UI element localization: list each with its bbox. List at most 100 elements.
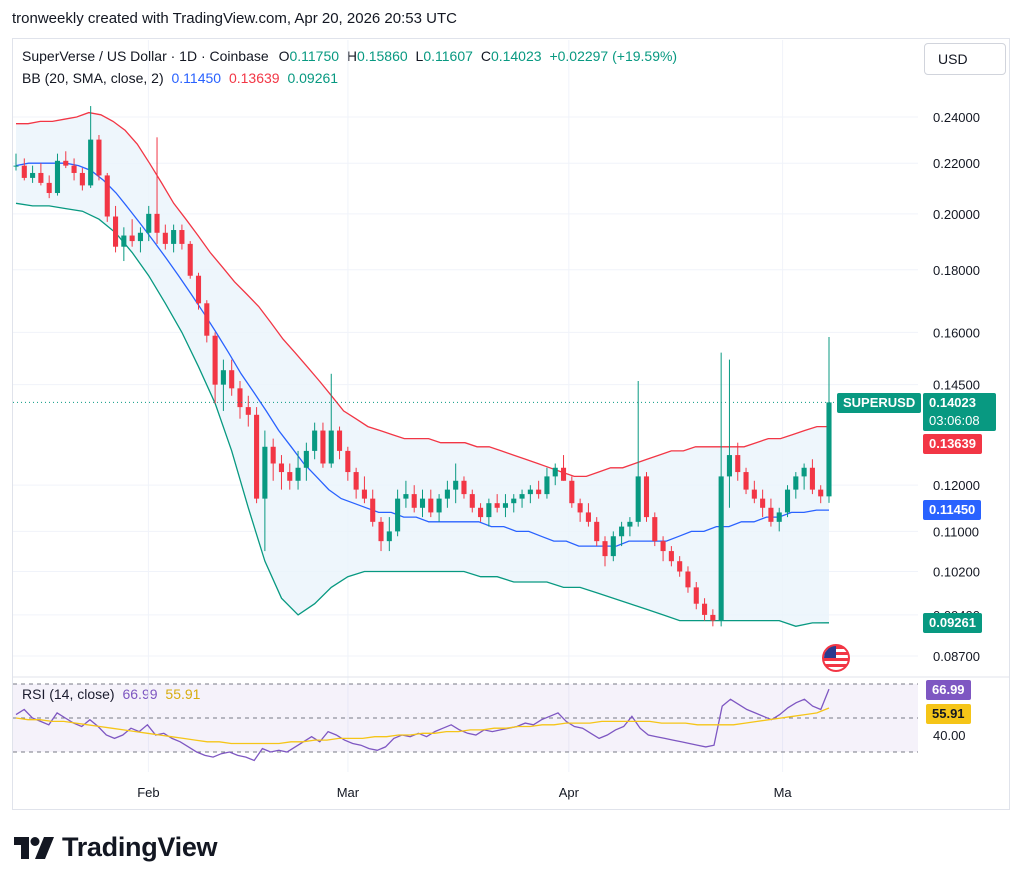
symbol-name[interactable]: SuperVerse / US Dollar · 1D · Coinbase [22, 48, 269, 64]
candle [146, 205, 152, 242]
candle [569, 476, 575, 508]
candle-body [79, 172, 85, 186]
candle-body [270, 446, 276, 464]
rsi-ma-value: 55.91 [165, 686, 201, 702]
candle-body [220, 370, 226, 385]
candle [801, 463, 807, 490]
low-value: 0.11607 [423, 48, 473, 64]
candle-body [685, 571, 691, 588]
last-price-value: 0.14023 [929, 395, 976, 410]
currency-button[interactable]: USD [924, 43, 1006, 75]
candle [287, 463, 293, 490]
candle [668, 546, 674, 567]
brand-name: TradingView [62, 832, 218, 862]
candle-body [121, 235, 127, 247]
price-tick-label: 0.10200 [933, 565, 980, 580]
candle [96, 135, 102, 181]
tradingview-logo[interactable]: TradingView [14, 832, 218, 863]
candle [328, 373, 334, 468]
candle-body [702, 603, 708, 615]
candle [21, 158, 27, 181]
rsi-label: RSI (14, close) [22, 686, 115, 702]
candle [428, 489, 434, 518]
bb-legend[interactable]: BB (20, SMA, close, 2) 0.11450 0.13639 0… [22, 70, 338, 86]
bb-basis-value: 0.11450 [171, 70, 222, 86]
change-value: +0.02297 (+19.59%) [549, 48, 678, 64]
candle-body [552, 467, 558, 477]
candle-body [718, 476, 724, 621]
candle [278, 455, 285, 490]
candle-body [610, 536, 616, 557]
candle-body [793, 476, 799, 490]
candle [79, 168, 85, 191]
candle [677, 556, 683, 577]
candle-body [30, 172, 36, 178]
candle [436, 494, 442, 522]
bb-upper-line [16, 111, 829, 478]
candle [760, 489, 766, 518]
candle-body [345, 450, 351, 473]
us-flag-icon[interactable] [822, 644, 850, 672]
candle [13, 153, 19, 171]
countdown-value: 03:06:08 [929, 413, 980, 428]
candle-body [760, 498, 766, 508]
candle [237, 381, 243, 419]
candle [660, 536, 666, 562]
price-tick-label: 0.12000 [933, 478, 980, 493]
candle-body [577, 503, 583, 513]
candle [610, 531, 616, 562]
bb-basis-tag: 0.11450 [923, 500, 982, 520]
candle-body [502, 503, 509, 508]
candle [527, 485, 533, 504]
candle-body [635, 476, 641, 522]
candle [494, 494, 500, 513]
candle [262, 430, 268, 552]
tradingview-mark-icon [14, 836, 54, 859]
price-tick-label: 0.11000 [933, 524, 979, 539]
close-value: 0.14023 [490, 48, 542, 64]
candle-body [187, 243, 193, 276]
candle-body [478, 507, 484, 518]
candle-body [668, 551, 674, 562]
candle-body [96, 139, 102, 176]
candle [212, 332, 218, 404]
candle [735, 442, 741, 481]
candle [121, 227, 127, 262]
candle-body [303, 450, 309, 468]
candle-body [278, 463, 285, 473]
candle [361, 476, 367, 504]
high-label: H [346, 48, 358, 64]
candle [544, 467, 550, 499]
candle [635, 381, 641, 527]
candle-body [776, 512, 782, 522]
candle-body [137, 232, 143, 242]
rsi-ma-tag: 55.91 [926, 704, 971, 724]
candle-body [594, 521, 600, 542]
candle-body [295, 467, 301, 481]
candle-body [204, 303, 210, 336]
candle [693, 582, 699, 610]
time-tick-label: Feb [137, 785, 159, 800]
candle-body [113, 216, 119, 247]
candle [685, 566, 691, 593]
bb-lower-value: 0.09261 [287, 70, 339, 86]
candle [320, 422, 326, 468]
candle [511, 494, 517, 513]
candle-body [88, 139, 94, 186]
candle [195, 272, 202, 310]
candle-body [38, 172, 44, 183]
price-tick-label: 0.24000 [933, 110, 980, 125]
candle [270, 438, 276, 481]
candle-body [146, 213, 152, 233]
candle [295, 450, 301, 490]
candle-body [428, 498, 434, 513]
candle [204, 300, 210, 343]
price-tick-label: 0.22000 [933, 156, 980, 171]
candle-body [444, 489, 450, 499]
bb-label: BB (20, SMA, close, 2) [22, 70, 164, 86]
high-value: 0.15860 [357, 48, 408, 64]
candle-body [735, 455, 741, 473]
candle-body [195, 275, 202, 304]
candle [386, 517, 392, 552]
